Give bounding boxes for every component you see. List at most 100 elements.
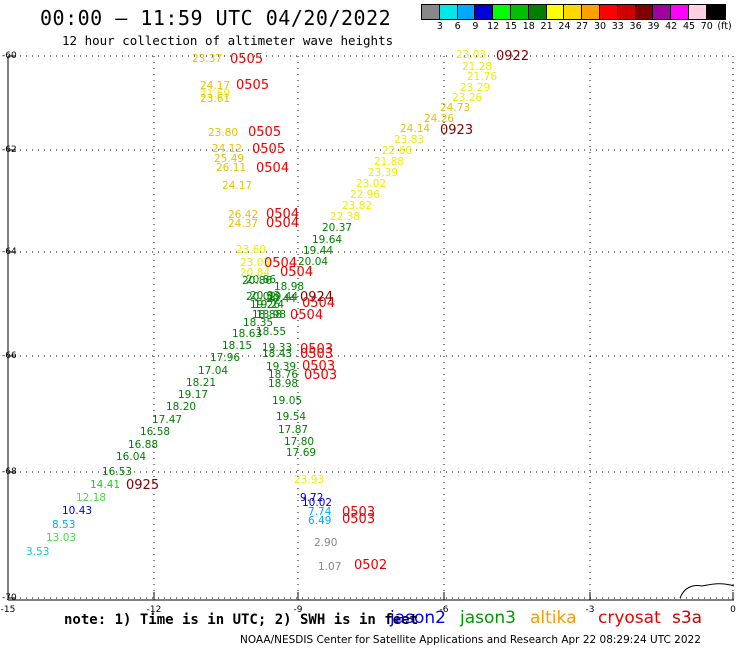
wave-height-label: 6.49 [308,515,332,527]
wave-height-label: 20.84 [240,267,271,279]
wave-height-label: 18.43 [262,348,293,360]
wave-height-label: 23.83 [394,134,425,146]
footer-note: note: 1) Time is in UTC; 2) SWH is in fe… [64,612,419,628]
map-title: 00:00 — 11:59 UTC 04/20/2022 [40,6,392,30]
wave-height-label: 18.15 [222,340,253,352]
wave-height-label: 23.93 [294,474,325,486]
wave-height-label: 17.04 [198,365,229,377]
colorbar-label: 3 [436,21,443,32]
wave-height-label: 21.69 [200,88,231,100]
wave-height-label: 23.80 [208,127,239,139]
latitude-tick-label: -60 [2,51,17,61]
wave-height-label: 17.87 [278,424,309,436]
legend-jason3: jason3 [460,608,516,628]
wave-height-label: 3.53 [26,546,50,558]
time-marker: 0503 [302,359,336,374]
time-marker: 0503 [342,505,376,520]
wave-height-label: 24.17 [200,80,231,92]
colorbar-swatch [688,4,708,20]
wave-height-label: 17.80 [284,436,315,448]
wave-height-label: 19.33 [262,342,293,354]
latitude-tick-label: -62 [2,145,17,155]
wave-height-label: 20.86 [246,274,277,286]
wave-height-label: 21.88 [374,156,405,168]
colorbar-label: (ft) [717,21,732,32]
wave-height-label: 26.11 [216,162,247,174]
latitude-tick-label: -70 [2,593,17,603]
wave-height-label: 18.21 [186,377,217,389]
colorbar-label: 45 [682,21,696,32]
latitude-tick-label: -68 [2,467,17,477]
colorbar-label: 70 [700,21,713,32]
wave-height-label: 20.37 [322,222,353,234]
longitude-tick-label: -9 [293,605,303,615]
colorbar-swatch [438,4,459,20]
wave-height-label: 23.29 [460,82,491,94]
wave-height-label: 18.76 [268,369,299,381]
time-marker: 0504 [302,296,336,311]
time-marker: 0505 [252,142,286,157]
wave-height-label: 19.54 [276,411,307,423]
longitude-tick-label: 0 [730,605,736,615]
time-marker: 0505 [230,52,264,67]
time-marker: 0504 [256,161,290,176]
time-marker: 0924 [300,290,334,305]
colorbar-label: 30 [593,21,607,32]
wave-height-label: 24.26 [424,113,455,125]
time-marker: 0505 [248,125,282,140]
wave-height-label: 19.44 [268,291,299,303]
colorbar-label: 39 [647,21,660,32]
colorbar-swatch [421,4,441,20]
wave-height-label: 19.44 [303,245,334,257]
wave-height-label: 10.02 [302,497,333,509]
wave-height-label: 23.82 [342,200,373,212]
time-marker: 0504 [266,216,300,231]
colorbar-label: 24 [558,21,571,32]
wave-height-label: 12.18 [76,492,107,504]
wave-height-label: 19.39 [266,361,297,373]
wave-height-label: 18.20 [166,401,197,413]
colorbar-label: 18 [522,21,535,32]
time-marker: 0503 [342,512,376,527]
wave-height-label: 18.35 [243,317,274,329]
wave-height-label: 2.90 [314,537,338,549]
wave-height-label: 20.44 [266,293,297,305]
colorbar-swatch [581,4,601,20]
legend-jason2: jason2 [390,608,446,628]
colorbar-swatch [527,4,548,20]
wave-height-label: 8.53 [52,519,76,531]
colorbar-label: 42 [665,21,678,32]
wave-height-label: 23.03 [240,257,271,269]
colorbar-swatch [492,4,512,20]
wave-height-label: 18.88 [252,309,283,321]
wave-height-label: 16.53 [102,466,133,478]
time-marker: 0503 [300,347,334,362]
colorbar-label: 15 [504,21,518,32]
longitude-tick-label: -6 [439,605,449,615]
colorbar-label: 33 [611,21,624,32]
wave-height-label: 23.39 [368,167,399,179]
time-marker: 0923 [440,123,474,138]
colorbar-label: 9 [472,21,479,32]
time-marker: 0505 [236,78,270,93]
colorbar-swatch [510,4,530,20]
legend-cryosat: cryosat [598,608,661,628]
wave-height-label: 23.60 [236,244,267,256]
wave-height-label: 9.72 [300,492,324,504]
legend-altika: altika [530,608,577,628]
coastline-outline [679,583,735,599]
wave-height-label: 20.02 [246,291,277,303]
wave-height-label: 14.41 [90,479,121,491]
wave-height-label: 24.14 [400,123,431,135]
longitude-tick-label: -3 [585,605,595,615]
colorbar-swatch [474,4,495,20]
latitude-tick-label: -66 [2,351,17,361]
colorbar-swatch [456,4,477,20]
colorbar-label: 21 [540,21,553,32]
wave-height-label: 24.37 [228,218,259,230]
wave-height-label: 23.03 [456,49,487,61]
legend-s3a: s3a [672,608,703,628]
wave-height-label: 23.37 [192,53,223,65]
